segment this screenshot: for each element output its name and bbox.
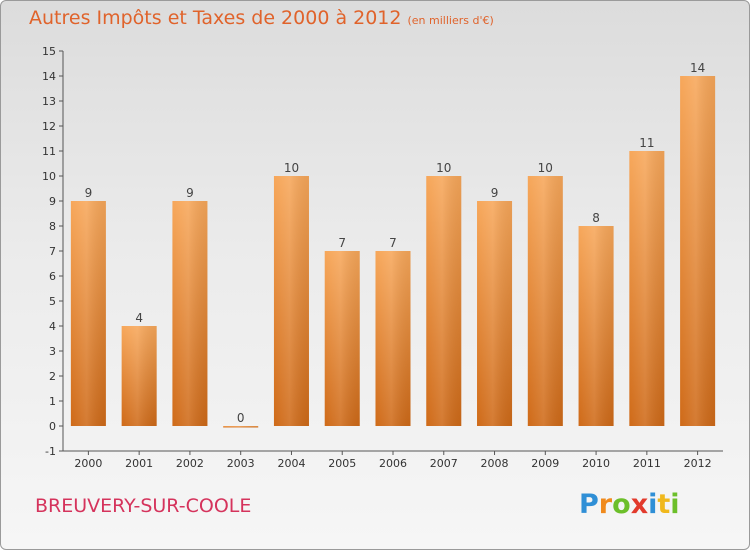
data-label: 9 bbox=[85, 186, 93, 200]
chart-title-text: Autres Impôts et Taxes de 2000 à 2012 bbox=[29, 7, 402, 29]
y-tick-label: 14 bbox=[42, 70, 56, 83]
bar-shine bbox=[324, 251, 360, 426]
y-tick-label: 1 bbox=[49, 395, 56, 408]
data-label: 10 bbox=[436, 161, 451, 175]
data-label: 10 bbox=[538, 161, 553, 175]
bar-shine bbox=[375, 251, 411, 426]
y-tick-label: 12 bbox=[42, 120, 56, 133]
x-tick-label: 2007 bbox=[430, 457, 458, 470]
data-label: 9 bbox=[186, 186, 194, 200]
bars bbox=[70, 76, 716, 428]
data-labels: 9 4 9 0 10 7 7 10 9 10 8 11 14 bbox=[85, 61, 706, 425]
data-label: 7 bbox=[338, 236, 346, 250]
y-tick-label: 6 bbox=[49, 270, 56, 283]
town-name: BREUVERY-SUR-COOLE bbox=[35, 495, 252, 517]
chart-subtitle: (en milliers d'€) bbox=[407, 14, 494, 27]
bar-shine bbox=[426, 176, 462, 426]
y-tick-label: 15 bbox=[42, 45, 56, 58]
bar-shine bbox=[121, 326, 157, 426]
bar-shine bbox=[527, 176, 563, 426]
bar-shine bbox=[578, 226, 614, 426]
x-tick-label: 2009 bbox=[531, 457, 559, 470]
x-tick-label: 2006 bbox=[379, 457, 407, 470]
data-label: 14 bbox=[690, 61, 705, 75]
logo-letter: P bbox=[579, 489, 599, 520]
bar-shine bbox=[477, 201, 513, 426]
y-tick-label: 2 bbox=[49, 370, 56, 383]
brand-logo: Proxiti bbox=[579, 489, 680, 520]
logo-letter: r bbox=[598, 489, 613, 520]
x-tick-label: 2008 bbox=[481, 457, 509, 470]
x-tick-label: 2011 bbox=[633, 457, 661, 470]
bar-shine bbox=[223, 426, 259, 428]
y-tick-label: 10 bbox=[42, 170, 56, 183]
x-tick-label: 2010 bbox=[582, 457, 610, 470]
y-tick-label: 4 bbox=[49, 320, 56, 333]
logo-letter: i bbox=[648, 489, 658, 520]
logo-letter: t bbox=[657, 489, 671, 520]
logo-letter: x bbox=[630, 489, 649, 520]
x-tick-label: 2004 bbox=[277, 457, 305, 470]
y-tick-label: 7 bbox=[49, 245, 56, 258]
y-tick-label: 9 bbox=[49, 195, 56, 208]
y-tick-label: 3 bbox=[49, 345, 56, 358]
x-tick-label: 2002 bbox=[176, 457, 204, 470]
data-label: 10 bbox=[284, 161, 299, 175]
bar-shine bbox=[629, 151, 665, 426]
x-tick-label: 2005 bbox=[328, 457, 356, 470]
y-tick-label: 8 bbox=[49, 220, 56, 233]
data-label: 0 bbox=[237, 411, 245, 425]
data-label: 4 bbox=[135, 311, 143, 325]
y-tick-label: 11 bbox=[42, 145, 56, 158]
bar-shine bbox=[680, 76, 716, 426]
data-label: 8 bbox=[592, 211, 600, 225]
data-label: 7 bbox=[389, 236, 397, 250]
y-tick-label: 5 bbox=[49, 295, 56, 308]
chart-title: Autres Impôts et Taxes de 2000 à 2012 (en… bbox=[29, 7, 494, 29]
x-tick-label: 2003 bbox=[227, 457, 255, 470]
bar-shine bbox=[70, 201, 106, 426]
logo-letter: i bbox=[670, 489, 680, 520]
y-tick-label: 0 bbox=[49, 420, 56, 433]
x-tick-label: 2012 bbox=[684, 457, 712, 470]
x-tick-label: 2000 bbox=[74, 457, 102, 470]
bar-shine bbox=[273, 176, 309, 426]
x-tick-label: 2001 bbox=[125, 457, 153, 470]
data-label: 9 bbox=[491, 186, 499, 200]
logo-letter: o bbox=[612, 489, 631, 520]
y-tick-label: 13 bbox=[42, 95, 56, 108]
y-tick-label: -1 bbox=[45, 445, 56, 458]
data-label: 11 bbox=[639, 136, 654, 150]
bar-shine bbox=[172, 201, 208, 426]
